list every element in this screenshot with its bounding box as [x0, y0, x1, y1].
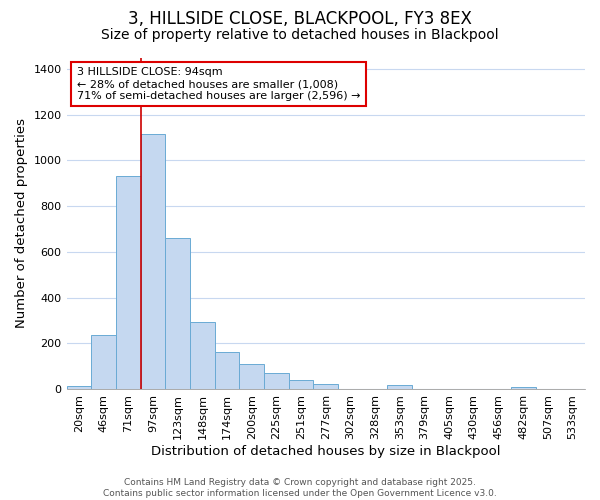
Text: Contains HM Land Registry data © Crown copyright and database right 2025.
Contai: Contains HM Land Registry data © Crown c… [103, 478, 497, 498]
Bar [313, 384, 338, 389]
Bar [140, 134, 165, 389]
Bar [289, 380, 313, 389]
Bar [511, 387, 536, 389]
Bar [239, 364, 264, 389]
Bar [91, 335, 116, 389]
Bar [388, 385, 412, 389]
Text: 3 HILLSIDE CLOSE: 94sqm
← 28% of detached houses are smaller (1,008)
71% of semi: 3 HILLSIDE CLOSE: 94sqm ← 28% of detache… [77, 68, 361, 100]
Bar [264, 374, 289, 389]
Bar [116, 176, 140, 389]
Text: Size of property relative to detached houses in Blackpool: Size of property relative to detached ho… [101, 28, 499, 42]
Bar [215, 352, 239, 389]
Bar [190, 322, 215, 389]
Text: 3, HILLSIDE CLOSE, BLACKPOOL, FY3 8EX: 3, HILLSIDE CLOSE, BLACKPOOL, FY3 8EX [128, 10, 472, 28]
Bar [165, 238, 190, 389]
X-axis label: Distribution of detached houses by size in Blackpool: Distribution of detached houses by size … [151, 444, 500, 458]
Bar [67, 386, 91, 389]
Y-axis label: Number of detached properties: Number of detached properties [15, 118, 28, 328]
